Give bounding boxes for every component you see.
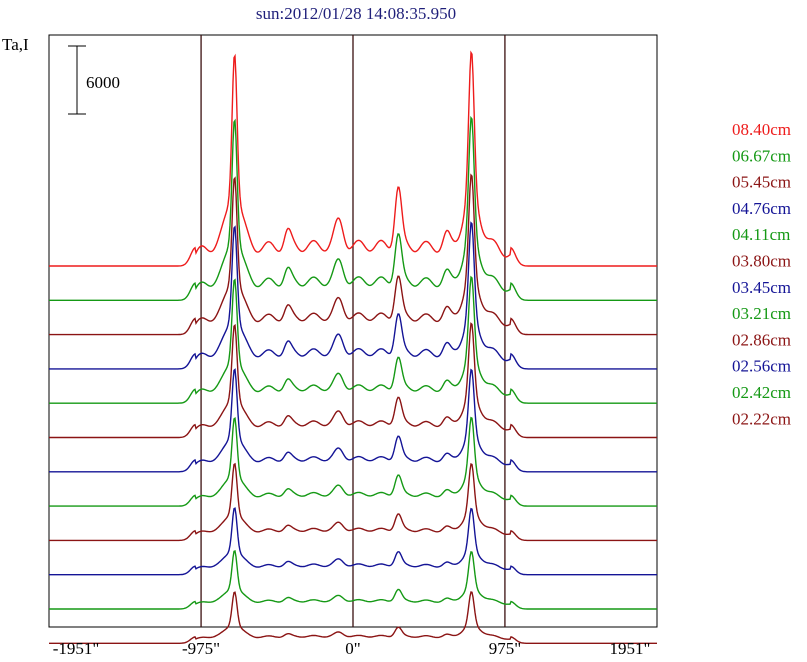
legend-entry-02.22cm: 02.22cm <box>732 409 791 428</box>
legend-entry-04.11cm: 04.11cm <box>732 225 790 244</box>
series-line-02.22cm <box>49 591 657 644</box>
vertical-reference-lines <box>200 35 506 627</box>
series-line-02.86cm <box>49 462 657 542</box>
y-axis-label: Ta,I <box>2 35 29 54</box>
legend-entry-02.86cm: 02.86cm <box>732 330 791 349</box>
series-line-05.45cm <box>49 173 657 336</box>
legend-entry-05.45cm: 05.45cm <box>732 173 791 192</box>
scale-bar-label: 6000 <box>86 73 120 92</box>
series-line-03.21cm <box>49 416 657 507</box>
legend-entry-02.56cm: 02.56cm <box>732 357 791 376</box>
x-tick-label-2: 0" <box>345 639 360 658</box>
scale-bar: 6000 <box>68 45 120 115</box>
legend-entry-03.45cm: 03.45cm <box>732 278 791 297</box>
series-line-08.40cm <box>49 50 657 267</box>
series-line-02.56cm <box>49 507 657 576</box>
x-tick-label-4: 1951" <box>610 639 651 658</box>
legend: 08.40cm 06.67cm 05.45cm 04.76cm 04.11cm 03.80… <box>732 120 791 428</box>
series-line-04.76cm <box>49 221 657 370</box>
series-line-03.80cm <box>49 322 657 439</box>
x-tick-labels: -1951" -975" 0" 975" 1951" <box>53 639 651 658</box>
chart-title: sun:2012/01/28 14:08:35.950 <box>256 4 456 23</box>
legend-entry-02.42cm: 02.42cm <box>732 383 791 402</box>
series-group <box>49 50 657 644</box>
legend-entry-04.76cm: 04.76cm <box>732 199 791 218</box>
legend-entry-06.67cm: 06.67cm <box>732 146 791 165</box>
x-tick-label-3: 975" <box>489 639 521 658</box>
series-line-06.67cm <box>49 115 657 301</box>
series-line-04.11cm <box>49 275 657 404</box>
series-line-03.45cm <box>49 368 657 473</box>
x-tick-label-1: -975" <box>182 639 220 658</box>
x-tick-label-0: -1951" <box>53 639 100 658</box>
legend-entry-03.21cm: 03.21cm <box>732 304 791 323</box>
legend-entry-03.80cm: 03.80cm <box>732 252 791 271</box>
legend-entry-08.40cm: 08.40cm <box>732 120 791 139</box>
series-line-02.42cm <box>49 550 657 610</box>
